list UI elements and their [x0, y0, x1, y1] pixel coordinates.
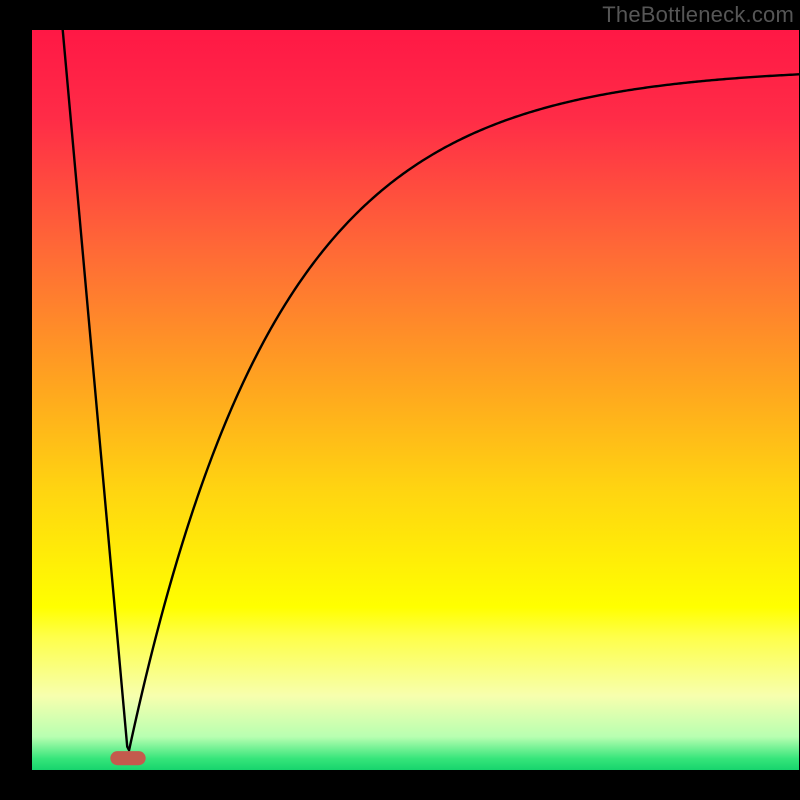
optimum-marker	[110, 751, 145, 765]
figure-root: TheBottleneck.com	[0, 0, 800, 800]
plot-background	[32, 30, 800, 770]
chart-svg	[0, 0, 800, 800]
watermark-text: TheBottleneck.com	[602, 2, 794, 28]
